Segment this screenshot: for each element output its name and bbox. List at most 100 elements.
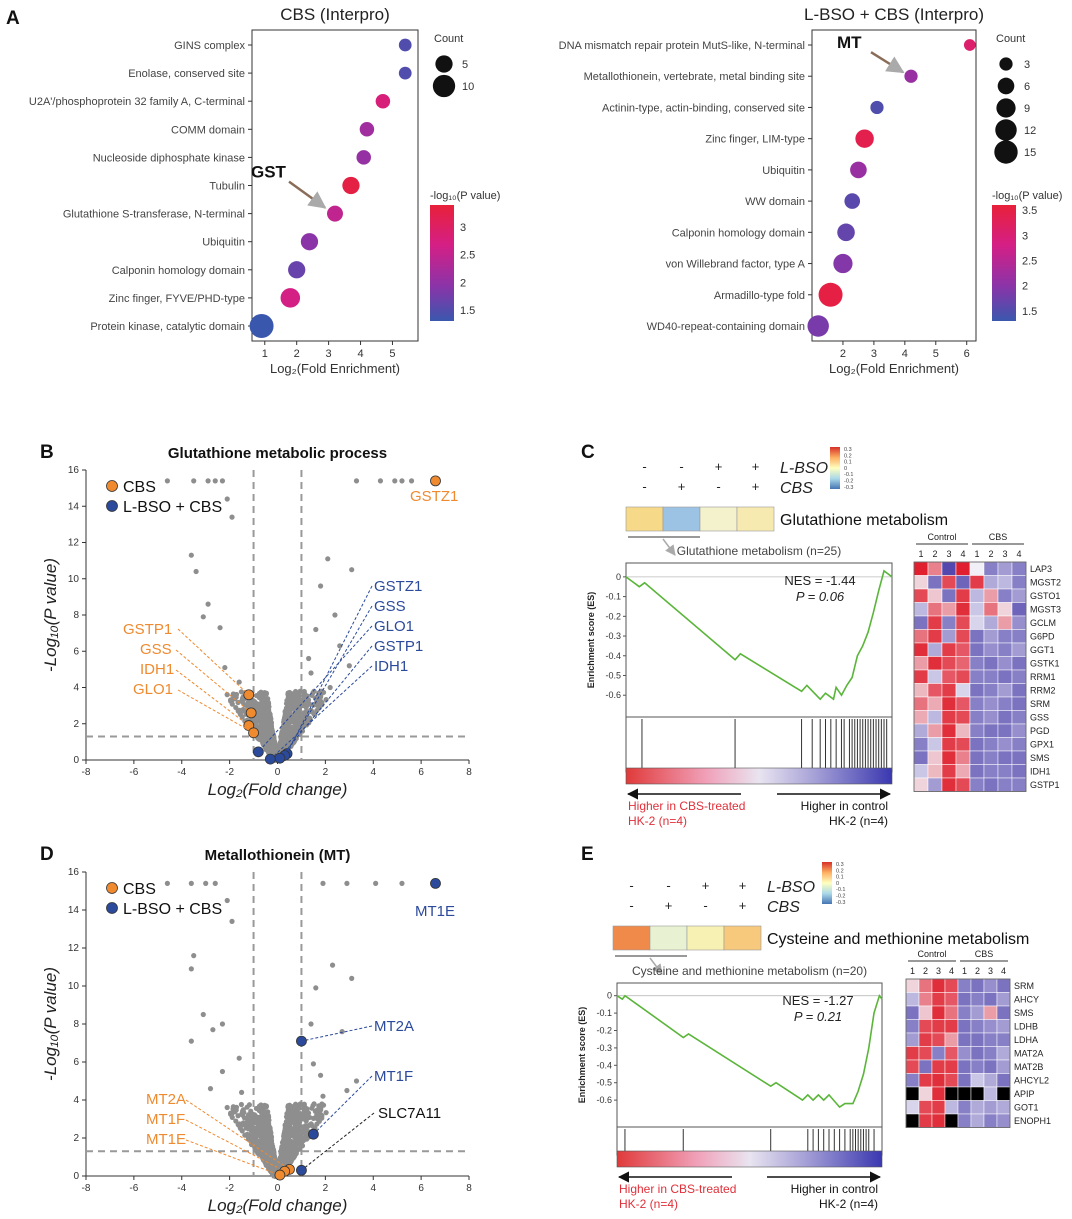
heatmap-cell bbox=[941, 615, 957, 630]
background-point bbox=[399, 478, 405, 484]
design-row-label: CBS bbox=[767, 899, 800, 916]
heatmap-cell bbox=[983, 737, 999, 752]
scale-tick: 0 bbox=[844, 466, 847, 472]
scale-tick: 0 bbox=[836, 881, 839, 887]
heatmap-cell bbox=[918, 1019, 933, 1034]
heatmap-cell bbox=[969, 777, 985, 792]
y-tick-label: -0.1 bbox=[605, 592, 621, 602]
heatmap-group-label: Control bbox=[917, 949, 946, 959]
x-tick-label: 1 bbox=[262, 348, 268, 360]
heatmap-cell bbox=[955, 575, 971, 590]
background-point bbox=[399, 880, 405, 887]
left-arrow-label: HK-2 (n=4) bbox=[628, 814, 687, 828]
heatmap-cell bbox=[1011, 764, 1027, 779]
background-point bbox=[236, 679, 242, 685]
heatmap-row-label: GOT1 bbox=[1014, 1103, 1039, 1113]
design-heat-cell bbox=[625, 506, 664, 532]
heatmap-cell bbox=[996, 992, 1011, 1007]
y-tick-label: 0 bbox=[607, 991, 612, 1001]
heatmap-cell bbox=[955, 764, 971, 779]
enrichment-dot bbox=[850, 161, 867, 179]
heatmap-cell bbox=[918, 1046, 933, 1061]
heatmap-cell bbox=[969, 561, 985, 576]
heatmap-cell bbox=[955, 710, 971, 725]
background-point bbox=[219, 1068, 226, 1075]
heatmap-cell bbox=[941, 777, 957, 792]
heatmap-cell bbox=[1011, 669, 1027, 684]
color-legend-tick: 3 bbox=[1022, 230, 1028, 242]
heatmap-cell bbox=[955, 737, 971, 752]
design-heat-cell bbox=[723, 925, 762, 951]
label-leader-line bbox=[175, 669, 250, 726]
heatmap-cell bbox=[913, 669, 929, 684]
background-point bbox=[408, 478, 415, 484]
color-legend-tick: 2.5 bbox=[460, 250, 475, 262]
x-tick-label: 2 bbox=[294, 348, 300, 360]
heatmap-cell bbox=[970, 1019, 985, 1034]
nes-text: NES = -1.27 bbox=[782, 993, 853, 1008]
x-tick-label: -8 bbox=[82, 1183, 91, 1194]
background-point bbox=[301, 693, 307, 699]
heatmap-cell bbox=[1011, 629, 1027, 644]
heatmap-cell bbox=[970, 1005, 985, 1020]
x-tick-label: 3 bbox=[326, 348, 332, 360]
heatmap-cell bbox=[955, 642, 971, 657]
design-sign: + bbox=[739, 878, 747, 893]
heatmap-cell bbox=[969, 575, 985, 590]
label-leader-line bbox=[284, 605, 373, 756]
heatmap-cell bbox=[931, 978, 946, 993]
background-point bbox=[267, 711, 273, 717]
heatmap-cell bbox=[996, 1019, 1011, 1034]
heatmap-cell bbox=[997, 696, 1013, 711]
heatmap-cell bbox=[931, 1032, 946, 1047]
ranking-bar bbox=[616, 1150, 883, 1168]
heatmap-cell bbox=[1011, 602, 1027, 617]
category-label: Enolase, conserved site bbox=[128, 68, 245, 80]
heatmap-row-label: PGD bbox=[1030, 726, 1050, 736]
chart-title: Metallothionein (MT) bbox=[205, 847, 351, 864]
background-point bbox=[259, 1108, 265, 1114]
heatmap-cell bbox=[997, 764, 1013, 779]
heatmap-cell bbox=[970, 978, 985, 993]
x-tick-label: 5 bbox=[389, 348, 395, 360]
background-point bbox=[349, 975, 355, 982]
background-point bbox=[233, 1118, 239, 1124]
x-tick-label: -8 bbox=[82, 767, 91, 778]
scale-tick: -0.1 bbox=[844, 472, 853, 478]
background-point bbox=[318, 1102, 325, 1108]
heatmap-row-label: MAT2A bbox=[1014, 1049, 1043, 1059]
heatmap-cell bbox=[931, 1005, 946, 1020]
background-point bbox=[224, 692, 230, 698]
heatmap-cell bbox=[983, 1113, 998, 1128]
category-label: Ubiquitin bbox=[762, 165, 805, 177]
panel-label-c: C bbox=[581, 442, 595, 463]
heatmap-row-label: RRM1 bbox=[1030, 672, 1056, 682]
scale-tick: -0.1 bbox=[836, 887, 845, 893]
heatmap-cell bbox=[969, 710, 985, 725]
background-point bbox=[257, 1142, 263, 1148]
enrichment-dot bbox=[963, 39, 976, 51]
y-tick-label: -0.4 bbox=[605, 651, 621, 661]
left-arrow-label: HK-2 (n=4) bbox=[619, 1197, 678, 1211]
heatmap-cell bbox=[905, 1113, 920, 1128]
legend-marker bbox=[106, 902, 118, 914]
background-point bbox=[222, 664, 228, 671]
category-label: von Willebrand factor, type A bbox=[666, 259, 806, 271]
gene-set-title: Glutathione metabolism bbox=[780, 512, 948, 529]
category-label: WW domain bbox=[745, 196, 805, 208]
background-point bbox=[392, 478, 398, 484]
design-heat-cell bbox=[699, 506, 738, 532]
panel-label-b: B bbox=[40, 442, 54, 463]
right-arrow-label: Higher in control bbox=[791, 1182, 878, 1196]
background-point bbox=[317, 583, 324, 589]
heatmap-row-label: MGST2 bbox=[1030, 578, 1061, 588]
label-leader-line bbox=[301, 1025, 373, 1042]
heatmap-frame bbox=[913, 561, 1027, 792]
heatmap-column-label: 4 bbox=[1001, 966, 1006, 976]
heatmap-row-label: MGST3 bbox=[1030, 605, 1061, 615]
heatmap-cell bbox=[927, 656, 943, 671]
background-point bbox=[320, 1093, 326, 1099]
y-tick-label: -0.3 bbox=[605, 631, 621, 641]
heatmap-cell bbox=[931, 1019, 946, 1034]
